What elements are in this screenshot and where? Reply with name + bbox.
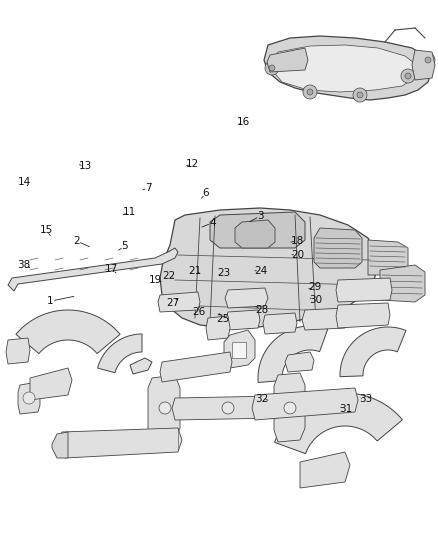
Text: 21: 21 <box>188 266 201 276</box>
Text: 30: 30 <box>309 295 322 304</box>
Text: 13: 13 <box>79 161 92 171</box>
Text: 11: 11 <box>123 207 136 217</box>
Text: 25: 25 <box>216 314 229 324</box>
Text: 29: 29 <box>309 282 322 292</box>
Polygon shape <box>235 220 275 248</box>
Polygon shape <box>285 352 314 372</box>
Text: 3: 3 <box>257 211 264 221</box>
Text: 16: 16 <box>237 117 250 126</box>
Text: 7: 7 <box>145 183 152 192</box>
Polygon shape <box>267 48 308 72</box>
Polygon shape <box>336 303 390 328</box>
Polygon shape <box>340 327 406 377</box>
Text: 1: 1 <box>47 296 54 306</box>
Polygon shape <box>300 452 350 488</box>
Circle shape <box>421 53 435 67</box>
Polygon shape <box>172 396 280 420</box>
Circle shape <box>265 61 279 75</box>
Polygon shape <box>252 388 358 420</box>
Text: 6: 6 <box>202 188 209 198</box>
Polygon shape <box>206 316 230 340</box>
Polygon shape <box>263 313 297 334</box>
Polygon shape <box>226 310 260 330</box>
Polygon shape <box>224 330 255 368</box>
Text: 33: 33 <box>359 394 372 403</box>
Circle shape <box>269 65 275 71</box>
Polygon shape <box>380 265 425 302</box>
Polygon shape <box>6 338 30 364</box>
Text: 20: 20 <box>291 250 304 260</box>
Text: 4: 4 <box>209 218 216 228</box>
Circle shape <box>405 73 411 79</box>
Text: 23: 23 <box>217 268 230 278</box>
Circle shape <box>357 92 363 98</box>
Text: 31: 31 <box>339 405 353 414</box>
Polygon shape <box>98 334 142 373</box>
Polygon shape <box>232 342 246 358</box>
Circle shape <box>222 402 234 414</box>
Polygon shape <box>275 393 403 454</box>
Polygon shape <box>30 368 72 400</box>
Text: 17: 17 <box>105 264 118 274</box>
Polygon shape <box>8 248 178 291</box>
Text: 18: 18 <box>291 236 304 246</box>
Circle shape <box>425 57 431 63</box>
Text: 38: 38 <box>18 261 31 270</box>
Text: 28: 28 <box>255 305 268 315</box>
Circle shape <box>159 402 171 414</box>
Polygon shape <box>412 50 435 80</box>
Text: 26: 26 <box>193 307 206 317</box>
Text: 24: 24 <box>254 266 267 276</box>
Polygon shape <box>368 240 408 275</box>
Polygon shape <box>264 36 432 100</box>
Polygon shape <box>160 352 232 382</box>
Polygon shape <box>160 208 378 328</box>
Polygon shape <box>272 45 418 92</box>
Text: 22: 22 <box>162 271 175 281</box>
Text: 2: 2 <box>73 236 80 246</box>
Circle shape <box>353 88 367 102</box>
Circle shape <box>23 392 35 404</box>
Polygon shape <box>225 288 268 308</box>
Polygon shape <box>258 326 328 383</box>
Circle shape <box>307 89 313 95</box>
Polygon shape <box>18 382 40 414</box>
Text: 5: 5 <box>121 241 128 251</box>
Polygon shape <box>302 308 348 330</box>
Polygon shape <box>58 428 182 458</box>
Polygon shape <box>148 375 180 440</box>
Text: 12: 12 <box>186 159 199 169</box>
Polygon shape <box>314 228 362 268</box>
Polygon shape <box>210 212 305 248</box>
Polygon shape <box>158 292 200 312</box>
Circle shape <box>303 85 317 99</box>
Text: 14: 14 <box>18 177 31 187</box>
Polygon shape <box>16 310 120 353</box>
Circle shape <box>401 69 415 83</box>
Polygon shape <box>52 432 68 458</box>
Text: 15: 15 <box>39 225 53 235</box>
Polygon shape <box>130 358 152 374</box>
Text: 32: 32 <box>255 394 268 403</box>
Circle shape <box>284 402 296 414</box>
Text: 27: 27 <box>166 298 180 308</box>
Polygon shape <box>336 278 392 302</box>
Polygon shape <box>274 373 305 442</box>
Text: 19: 19 <box>149 275 162 285</box>
